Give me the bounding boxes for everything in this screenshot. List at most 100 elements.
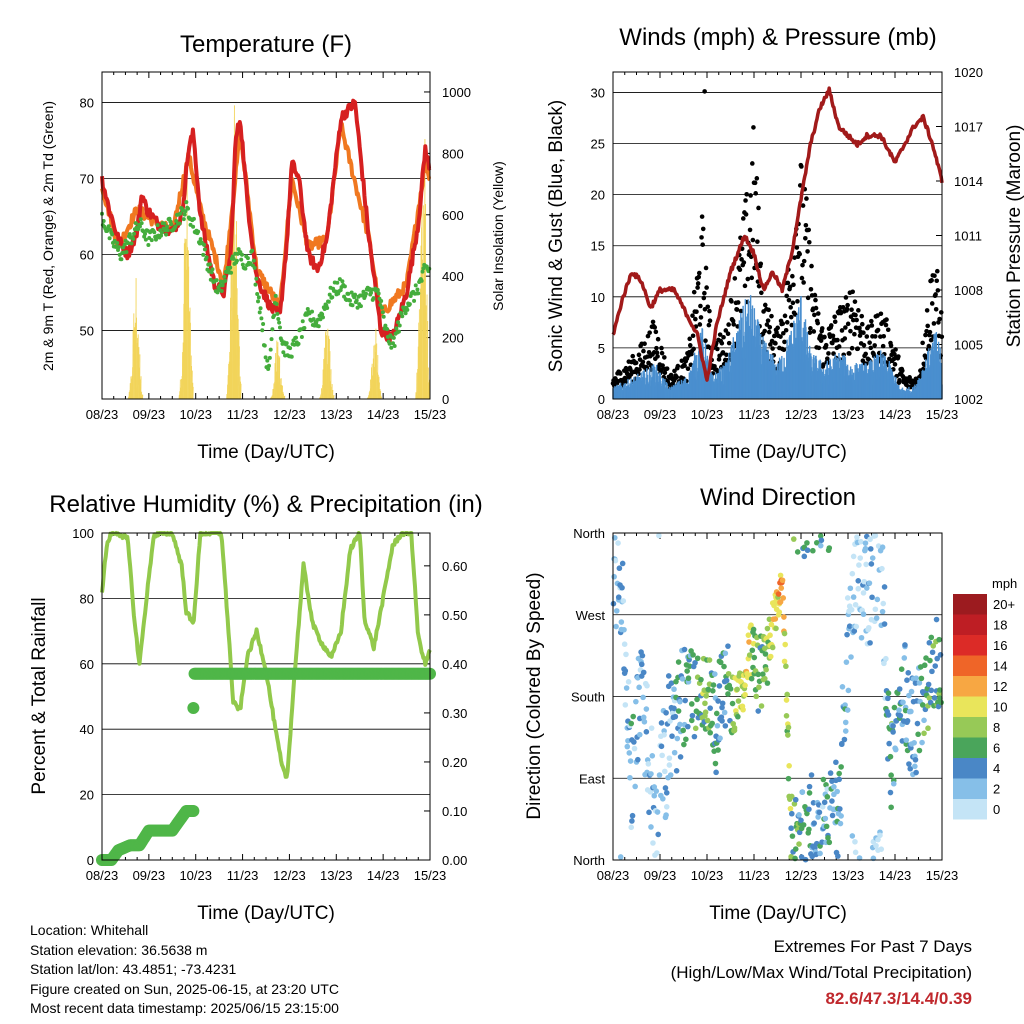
gust-point: [773, 341, 778, 346]
y2-tick-label: 0.10: [442, 804, 467, 819]
gust-point: [636, 352, 642, 358]
gust-point: [923, 332, 928, 338]
direction-point: [643, 706, 650, 712]
direction-point: [856, 855, 863, 861]
direction-point: [702, 709, 709, 716]
direction-point: [725, 670, 732, 677]
x-tick-label: 08/23: [86, 407, 119, 422]
dewpoint-point: [353, 292, 358, 297]
dewpoint-point: [169, 222, 174, 227]
gust-point: [813, 305, 819, 311]
direction-point: [621, 641, 628, 647]
direction-point: [820, 776, 827, 783]
dewpoint-point: [272, 313, 277, 318]
direction-point: [658, 743, 665, 750]
gust-point: [849, 345, 855, 351]
gust-point: [646, 349, 652, 355]
dewpoint-point: [335, 280, 340, 285]
direction-point: [891, 704, 898, 711]
x-tick-label: 13/23: [832, 407, 865, 422]
direction-point: [913, 769, 919, 776]
direction-point: [627, 774, 633, 781]
direction-point: [904, 718, 911, 724]
chart-panel-1: Temperature (F) 08/23 09/23 10/23 11/23 12/23…: [40, 31, 506, 463]
direction-point: [756, 684, 762, 690]
direction-point: [723, 677, 730, 684]
direction-point: [808, 772, 815, 778]
dewpoint-point: [243, 266, 248, 271]
x-tick-label: 12/23: [785, 407, 818, 422]
direction-point: [745, 632, 752, 638]
dewpoint-point: [143, 231, 148, 236]
gust-point: [721, 334, 726, 340]
direction-point: [787, 805, 794, 812]
gust-point: [892, 362, 898, 367]
direction-point: [837, 820, 844, 827]
direction-point: [826, 839, 833, 846]
direction-point: [848, 654, 854, 660]
direction-point: [873, 615, 880, 621]
direction-point: [755, 708, 762, 714]
gust-point: [832, 319, 838, 325]
gust-point: [878, 334, 883, 339]
gust-point: [698, 315, 704, 320]
gust-point: [640, 359, 646, 365]
dewpoint-point: [240, 252, 245, 257]
gust-point: [859, 321, 865, 327]
gust-point: [750, 161, 755, 166]
gust-point: [696, 274, 702, 280]
direction-point: [911, 739, 917, 746]
dewpoint-point: [210, 267, 215, 272]
direction-point: [769, 644, 776, 651]
dewpoint-point: [204, 255, 209, 260]
direction-point: [824, 794, 831, 800]
direction-point: [648, 771, 654, 777]
y2-tick-label: 0.00: [442, 853, 467, 868]
gust-point: [758, 261, 764, 267]
gust-point: [849, 307, 854, 313]
direction-point: [659, 752, 665, 759]
gust-point: [759, 290, 764, 296]
gust-point: [875, 313, 880, 318]
gust-point: [753, 191, 758, 196]
gust-point: [744, 191, 749, 197]
gust-point: [790, 300, 796, 306]
y-tick-label: 20: [80, 788, 94, 803]
direction-point: [673, 678, 679, 685]
dewpoint-point: [355, 305, 360, 310]
y-tick-label: 0: [598, 392, 605, 407]
legend-swatch: [953, 635, 987, 656]
legend-swatch: [953, 655, 987, 676]
direction-point: [742, 682, 748, 689]
y2-axis-label: Station Pressure (Maroon): [1004, 125, 1024, 348]
legend-swatch: [953, 594, 987, 615]
gust-point: [717, 332, 723, 337]
gust-point: [881, 333, 887, 339]
direction-point: [727, 686, 734, 692]
gust-point: [861, 342, 867, 348]
gust-point: [787, 284, 793, 290]
extremes-block: Extremes For Past 7 Days (High/Low/Max W…: [671, 934, 972, 1012]
gust-point: [822, 334, 827, 340]
gust-point: [897, 377, 902, 383]
gust-point: [647, 330, 652, 335]
gust-point: [857, 333, 863, 338]
dewpoint-point: [267, 355, 272, 360]
dewpoint-point: [129, 241, 134, 246]
dewpoint-point: [289, 354, 294, 359]
dewpoint-point: [375, 288, 380, 293]
dewpoint-point: [159, 233, 164, 238]
panel-title: Temperature (F): [180, 31, 352, 58]
x-tick-label: 09/23: [644, 407, 677, 422]
dewpoint-point: [202, 247, 207, 252]
direction-point: [818, 537, 825, 544]
direction-point: [685, 723, 691, 730]
dewpoint-point: [177, 221, 182, 226]
direction-point: [800, 822, 807, 828]
direction-point: [867, 640, 873, 646]
gust-point: [706, 322, 712, 328]
direction-point: [860, 590, 867, 596]
direction-point: [729, 700, 736, 707]
gust-point: [864, 334, 870, 339]
gust-point: [762, 328, 768, 334]
